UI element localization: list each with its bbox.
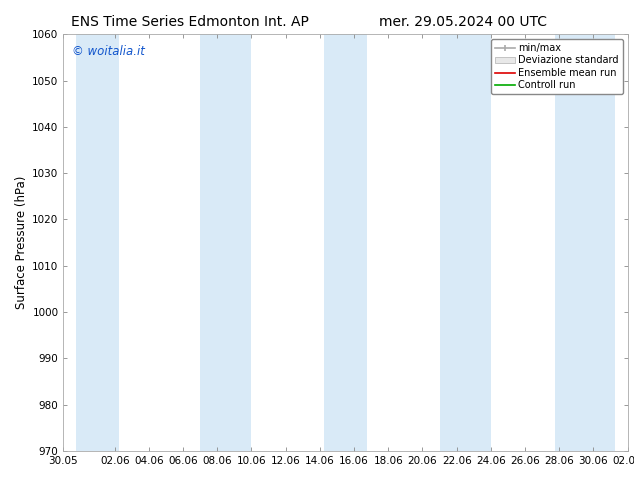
Y-axis label: Surface Pressure (hPa): Surface Pressure (hPa): [15, 176, 28, 309]
Bar: [555, 34, 615, 451]
Text: ENS Time Series Edmonton Int. AP: ENS Time Series Edmonton Int. AP: [71, 15, 309, 29]
Text: mer. 29.05.2024 00 UTC: mer. 29.05.2024 00 UTC: [379, 15, 547, 29]
Bar: [439, 34, 491, 451]
Bar: [76, 34, 119, 451]
Bar: [324, 34, 367, 451]
Legend: min/max, Deviazione standard, Ensemble mean run, Controll run: min/max, Deviazione standard, Ensemble m…: [491, 39, 623, 94]
Bar: [200, 34, 252, 451]
Text: © woitalia.it: © woitalia.it: [72, 45, 145, 58]
